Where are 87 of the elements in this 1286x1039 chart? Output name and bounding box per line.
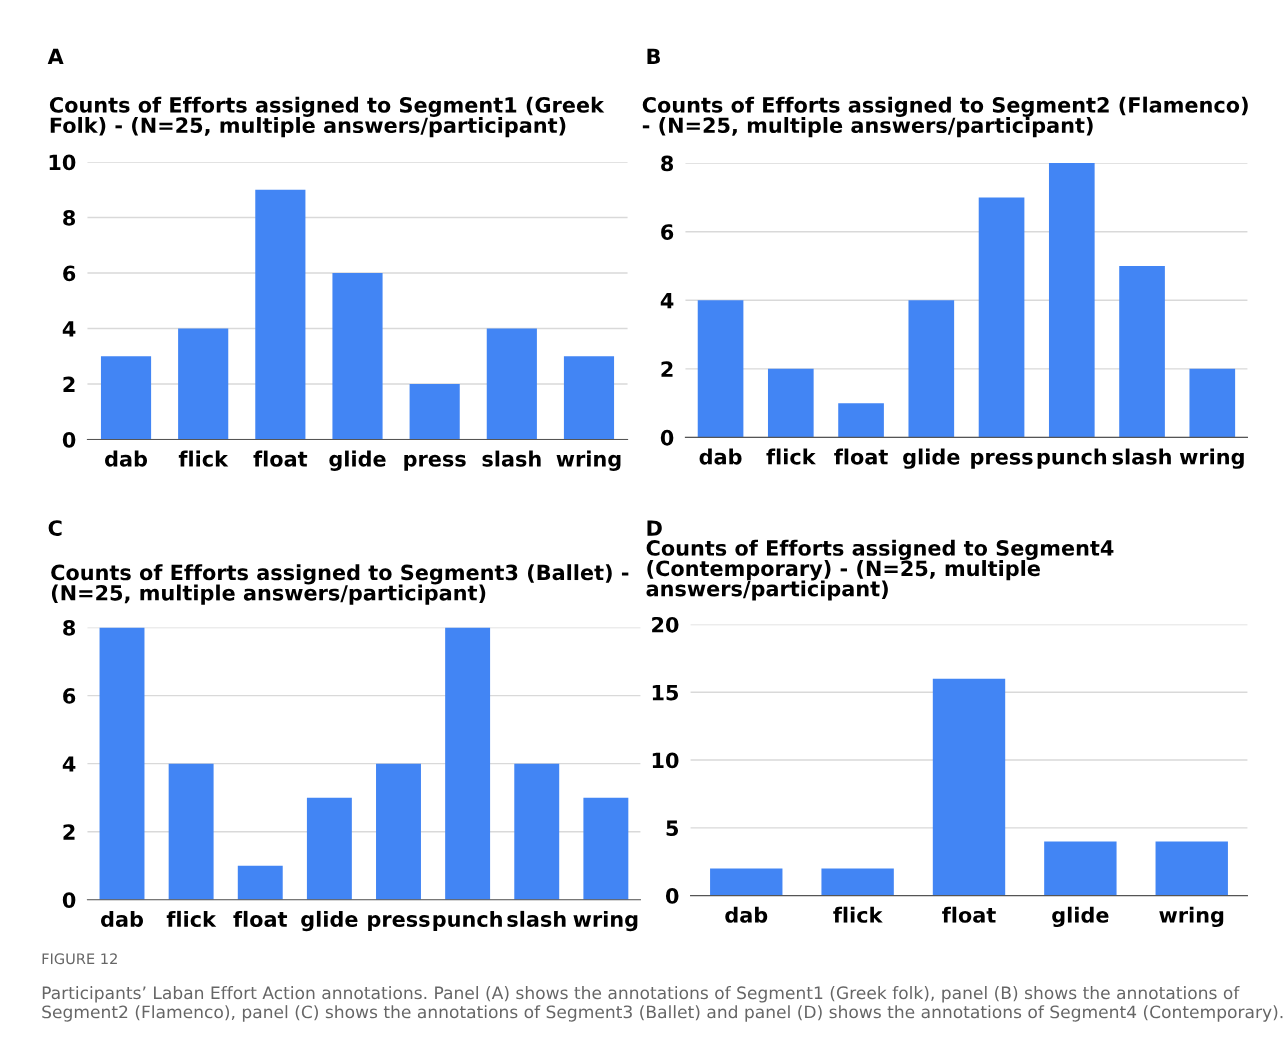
x-tick-label: flick xyxy=(166,910,217,928)
bar xyxy=(1048,163,1095,438)
y-tick-label: 15 xyxy=(652,684,679,701)
bar xyxy=(1189,368,1236,438)
x-tick-label: glide xyxy=(903,448,960,469)
x-tick-label: glide xyxy=(301,910,358,932)
bar xyxy=(978,197,1025,438)
text: D xyxy=(647,520,662,536)
caption: FIGURE 12 xyxy=(42,953,117,965)
bar xyxy=(838,403,884,438)
y-tick-label: 0 xyxy=(62,431,76,448)
y-tick-label: 5 xyxy=(666,820,679,837)
y-tick-label: 10 xyxy=(652,752,679,769)
x-tick-label: punch xyxy=(433,910,502,932)
x-tick-label: glide xyxy=(1052,906,1109,928)
y-tick-label: 2 xyxy=(63,824,75,840)
x-tick-label: float xyxy=(942,906,996,923)
bar xyxy=(514,763,560,900)
y-tick-label: 20 xyxy=(652,616,679,633)
x-tick-label: press xyxy=(368,915,430,932)
y-tick-label: 0 xyxy=(660,429,674,446)
bar xyxy=(409,384,460,440)
chart-title: Counts of Efforts assigned to Segment3 (Ballet) - (N=25, multiple answers/participant) xyxy=(51,564,629,605)
chart-title: Counts of Efforts assigned to Segment1 (Greek Folk) - (N=25, multiple answers/participant) xyxy=(49,96,605,138)
x-tick-label: slash xyxy=(507,910,566,928)
x-tick-label: wring xyxy=(573,910,638,932)
bar xyxy=(563,356,615,440)
x-tick-label: dab xyxy=(699,448,742,465)
bar xyxy=(445,627,491,900)
y-tick-label: 6 xyxy=(661,224,674,240)
x-tick-label: flick xyxy=(766,448,816,465)
x-tick-label: glide xyxy=(329,450,386,471)
bar xyxy=(178,328,229,440)
bar xyxy=(908,300,955,438)
x-tick-label: punch xyxy=(1037,448,1107,469)
bar xyxy=(237,865,283,900)
y-tick-label: 4 xyxy=(660,293,674,309)
bar xyxy=(767,368,814,438)
chart-title: Counts of Efforts assigned to Segment4 (Contemporary) - (N=25, multiple answers/participant) xyxy=(646,539,1114,601)
x-tick-label: flick xyxy=(178,450,229,467)
x-tick-label: flick xyxy=(833,906,883,923)
bar xyxy=(1155,841,1228,896)
text: C xyxy=(48,520,62,536)
bar xyxy=(697,300,744,438)
x-tick-label: press xyxy=(971,452,1033,469)
bar xyxy=(332,273,383,440)
y-tick-label: 8 xyxy=(63,210,76,226)
y-tick-label: 4 xyxy=(62,756,76,772)
bar xyxy=(710,868,783,896)
x-tick-label: float xyxy=(834,448,888,465)
bar xyxy=(168,763,214,900)
y-tick-label: 8 xyxy=(63,620,76,636)
bar xyxy=(932,678,1006,896)
text: A xyxy=(47,48,64,64)
bar xyxy=(1044,841,1117,896)
text: B xyxy=(647,48,660,64)
bar xyxy=(100,356,152,440)
y-tick-label: 6 xyxy=(63,688,76,704)
bar xyxy=(255,189,306,440)
x-tick-label: dab xyxy=(101,910,144,928)
y-tick-label: 8 xyxy=(661,155,674,172)
bar xyxy=(486,328,537,440)
x-tick-label: slash xyxy=(482,450,541,467)
text: Participants’ Laban Effort Action annotations. Panel (A) shows the annotations of Segment1 (Greek folk), panel (B) shows the annotations of Segment2 (Flamenco), panel (C) shows the annotations of Segment3 (Ballet) and panel (D) shows the annotations of Segment4 (Contemporary). xyxy=(42,986,1283,1022)
y-tick-label: 4 xyxy=(62,321,76,337)
bar xyxy=(376,763,421,900)
bar xyxy=(583,797,629,900)
x-tick-label: wring xyxy=(1159,906,1224,928)
x-tick-label: press xyxy=(404,454,466,471)
bar xyxy=(306,797,352,900)
y-tick-label: 10 xyxy=(49,154,76,171)
bar xyxy=(821,868,894,896)
x-tick-label: wring xyxy=(1179,448,1244,469)
x-tick-label: dab xyxy=(105,450,148,467)
bar xyxy=(99,627,145,900)
chart-title: Counts of Efforts assigned to Segment2 (Flamenco) - (N=25, multiple answers/participant) xyxy=(642,96,1248,138)
y-tick-label: 2 xyxy=(63,376,75,392)
bar xyxy=(1119,265,1165,438)
x-tick-label: float xyxy=(253,450,308,467)
x-tick-label: dab xyxy=(725,906,768,923)
y-tick-label: 6 xyxy=(63,265,76,282)
x-tick-label: slash xyxy=(1112,448,1171,465)
y-tick-label: 0 xyxy=(665,888,679,904)
y-tick-label: 0 xyxy=(62,892,76,908)
x-tick-label: wring xyxy=(556,450,621,471)
y-tick-label: 2 xyxy=(661,361,673,377)
x-tick-label: float xyxy=(233,910,288,928)
